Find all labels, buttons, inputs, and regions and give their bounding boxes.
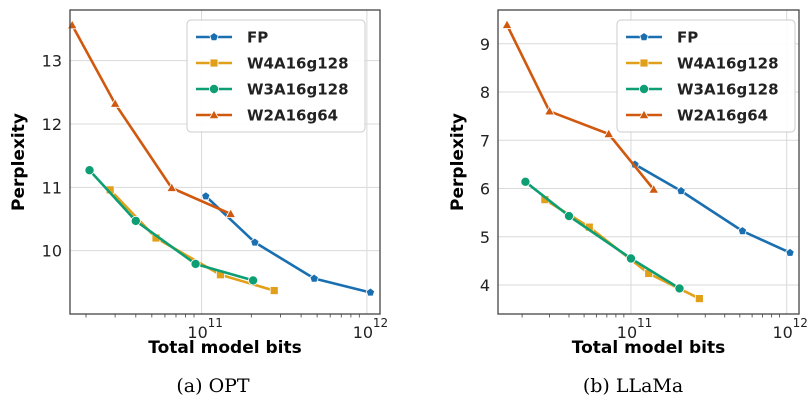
legend-marker-FP [639,32,649,41]
data-point-W2A16g64 [603,128,615,139]
data-point-W2A16g64 [225,208,237,218]
data-point-W3A16g128 [130,215,141,226]
data-point-W3A16g128 [190,258,201,269]
legend-label: FP [247,29,268,47]
data-point-W2A16g64 [648,183,660,194]
legend-item: W2A16g64 [196,107,338,125]
legend: FP W4A16g128 W3A16g128 W2A16g64 [186,19,366,133]
legend-item: W2A16g64 [626,107,768,125]
x-tick-exponent: 11 [637,316,652,330]
legend-marker-W4A16g128 [639,58,649,68]
legend-marker-W2A16g64 [208,109,220,119]
legend-item: W3A16g128 [626,81,779,99]
y-tick-label: 8 [480,83,490,102]
y-tick-label: 4 [480,276,490,295]
legend-label: W4A16g128 [247,55,349,73]
figure-caption: (a) OPT [176,375,250,397]
data-point-FP [737,226,748,236]
legend-item: W3A16g128 [196,81,349,99]
data-point-W3A16g128 [625,253,636,264]
data-point-FP [250,237,260,247]
x-tick-exponent: 12 [793,316,808,330]
x-tick-exponent: 12 [373,316,388,330]
series-line-W3A16g128 [524,180,681,290]
figure-caption: (b) LLaMa [583,375,683,397]
data-point-FP [201,191,211,201]
data-point-FP [365,287,376,297]
legend-box [616,19,796,133]
data-point-FP [785,247,795,257]
y-tick-label: 10 [42,242,62,261]
series-group [501,19,795,303]
x-tick-exponent: 11 [208,316,223,330]
legend-marker-W3A16g128 [208,84,219,95]
legend-marker-W2A16g64 [638,109,650,119]
data-point-FP [676,186,686,195]
series-line-FP [204,195,371,294]
y-axis-label: Perplexity [448,113,468,211]
x-tick-label: 10 [353,323,373,342]
data-point-W2A16g64 [109,97,121,108]
data-point-W4A16g128 [269,286,279,295]
plot-frame [69,9,381,315]
data-point-W2A16g64 [66,19,78,30]
series-line-FP [634,163,791,254]
series-line-W4A16g128 [109,189,275,292]
data-point-FP [309,273,319,283]
plot-frame [497,9,800,315]
data-point-W3A16g128 [520,176,531,187]
x-tick-label: 10 [772,323,792,342]
y-tick-label: 6 [480,180,490,199]
legend-marker-FP [209,32,219,41]
series-line-W2A16g64 [71,24,232,216]
legend-item: FP [626,29,698,47]
x-tick-label: 10 [617,323,637,342]
legend-item: W4A16g128 [196,55,349,73]
data-point-W3A16g128 [248,275,259,286]
y-tick-label: 13 [42,52,62,71]
data-point-W3A16g128 [563,211,574,222]
legend: FP W4A16g128 W3A16g128 W2A16g64 [616,19,796,133]
x-tick-label: 10 [187,323,207,342]
legend-marker-W3A16g128 [639,84,650,95]
x-axis-label: Total model bits [572,338,725,358]
data-point-W2A16g64 [501,19,513,29]
y-tick-label: 7 [480,131,490,150]
legend-label: FP [677,29,698,47]
series-line-W2A16g64 [505,24,655,191]
series-line-W3A16g128 [88,169,254,282]
y-tick-label: 9 [480,35,490,54]
data-point-W3A16g128 [84,165,95,176]
legend-label: W3A16g128 [247,81,349,99]
legend-label: W2A16g64 [247,107,338,125]
legend-label: W2A16g64 [677,107,768,125]
data-point-W4A16g128 [694,294,704,303]
legend-label: W3A16g128 [677,81,779,99]
legend-item: FP [196,29,268,47]
legend-box [186,19,366,133]
y-tick-label: 5 [480,228,490,247]
y-axis-label: Perplexity [9,113,29,211]
legend-item: W4A16g128 [626,55,779,73]
y-tick-label: 11 [42,178,62,197]
x-axis-label: Total model bits [148,338,301,358]
data-point-W2A16g64 [166,182,178,192]
data-point-W3A16g128 [674,283,685,294]
legend-marker-W4A16g128 [209,58,219,68]
data-point-W2A16g64 [544,105,556,116]
legend-label: W4A16g128 [677,55,779,73]
series-group [66,19,376,297]
y-tick-label: 12 [42,115,62,134]
